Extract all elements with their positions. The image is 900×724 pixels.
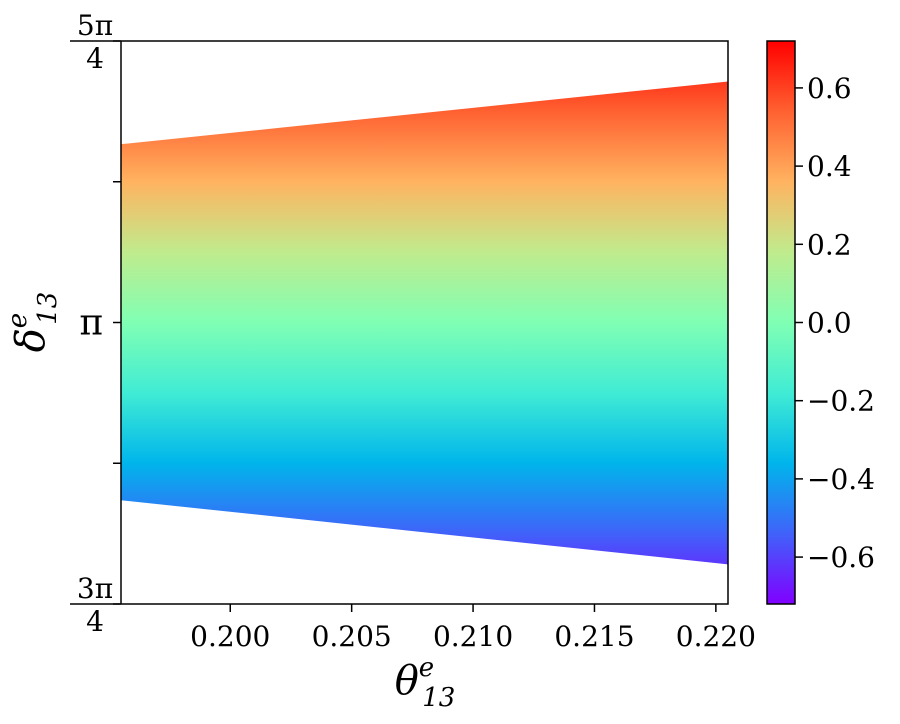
colorbar-ticks: 0.6 0.4 0.2 0.0 −0.2 −0.4 −0.6 [795,72,875,574]
colorbar-tick-label: −0.6 [807,541,875,574]
x-tick-label: 0.200 [190,620,270,653]
x-axis-title: θe 13 [395,653,456,713]
colorbar-tick-label: 0.2 [807,228,852,261]
x-tick-label: 0.205 [312,620,392,653]
x-tick-label: 0.215 [554,620,634,653]
colorbar-tick-label: 0.4 [807,150,852,183]
y-tick-label: π [79,303,103,344]
y-tick-label-numerator: 5π [77,9,113,42]
colorbar-tick-label: −0.2 [807,385,875,418]
x-axis-ticks: 0.200 0.205 0.210 0.215 0.220 [190,604,756,653]
y-tick-label-numerator: 3π [77,572,113,605]
colorbar-tick-label: 0.0 [807,307,852,340]
y-axis-title: δe13 [3,292,63,353]
x-tick-label: 0.220 [676,620,756,653]
region-layer [121,81,728,565]
y-tick-label-denominator: 4 [86,42,104,75]
solution-region [121,81,728,565]
y-tick-label-denominator: 4 [86,605,104,638]
colorbar-tick-label: 0.6 [807,72,852,105]
colorbar [766,40,796,605]
colorbar-tick-label: −0.4 [807,463,875,496]
x-tick-label: 0.210 [433,620,513,653]
